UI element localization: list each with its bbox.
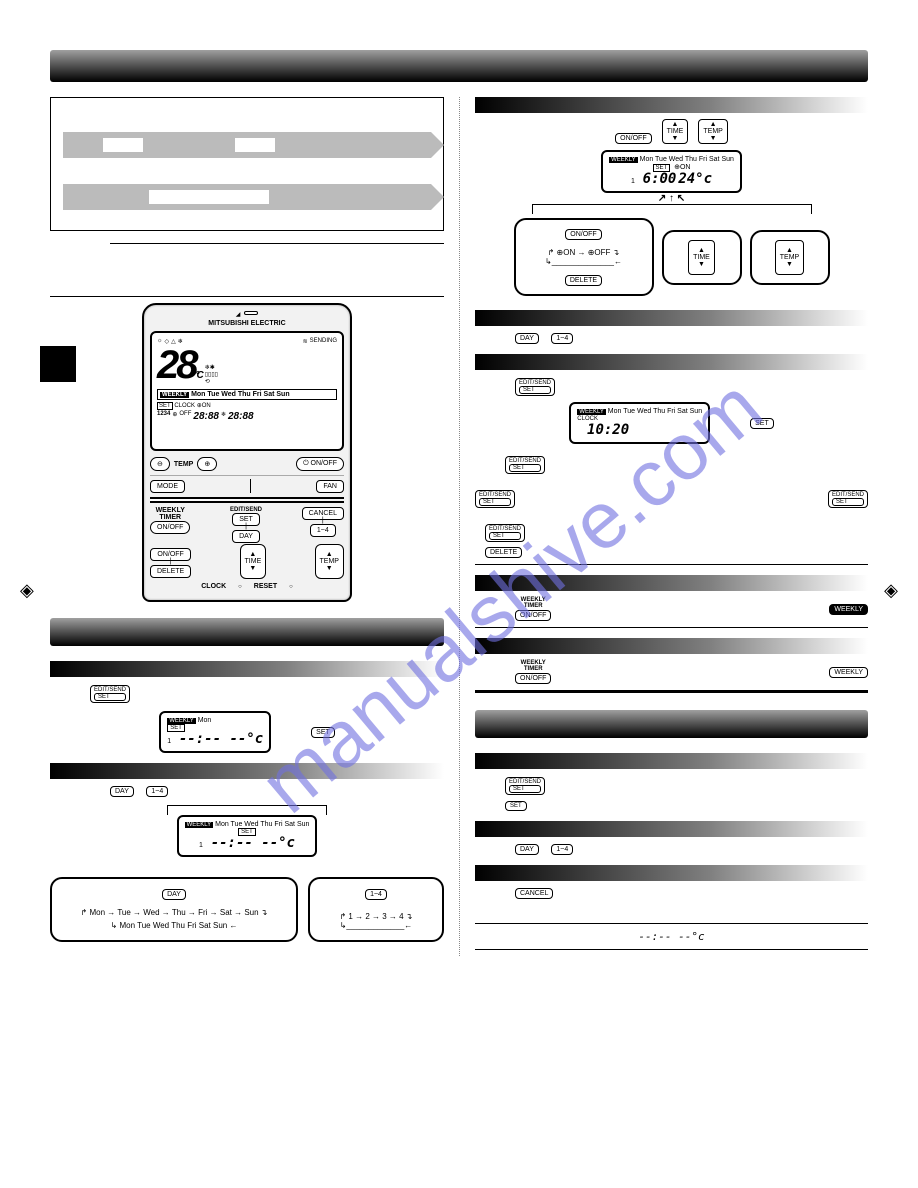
1to4-button[interactable]: 1~4 [310,524,336,537]
intro-box [50,97,444,231]
mode-button[interactable]: MODE [150,480,185,493]
weekly-on-badge: WEEKLY [829,604,868,615]
weekly-badge: WEEKLY [160,392,189,398]
weekly-on-btn[interactable]: ON/OFF [515,610,551,621]
weekly-off-btn[interactable]: ON/OFF [515,673,551,684]
confirm-step2 [475,821,868,837]
left-column: ◢ MITSUBISHI ELECTRIC ☼◇△❄≋SENDING 28°C … [50,97,459,956]
1to4-loop-box: 1~4 ↱ 1 → 2 → 3 → 4 ↴ ↳_____________← [308,877,444,942]
arrow-band-1 [63,132,431,158]
1to4-btn-2[interactable]: 1~4 [146,786,168,797]
right-column: ON/OFF ▲TIME▼ ▲TEMP▼ WEEKLY Mon Tue Wed … [459,97,868,956]
edit-send-btn-1[interactable]: EDIT/SENDSET [90,685,130,703]
day-loop-box: DAY ↱ Mon → Tue → Wed → Thu → Fri → Sat … [50,877,298,942]
day-button[interactable]: DAY [232,530,260,543]
step2-head [50,763,444,779]
note3-delete: DELETE [485,547,522,558]
weekly-off-badge: WEEKLY [829,667,868,678]
display-step1: WEEKLY Mon SET 1 --:-- --°c [159,711,271,753]
temp-button[interactable]: ▲TEMP▼ [315,544,344,579]
onoff-panel: ON/OFF ↱ ⊕ON → ⊕OFF ↴ ↳______________← D… [514,218,654,296]
fan-button[interactable]: FAN [316,480,344,493]
blank-display: --:-- --°c [638,930,704,943]
note2-btn-r: EDIT/SENDSET [828,490,868,508]
confirm-cancel-btn[interactable]: CANCEL [515,888,553,899]
onoff-btn-3[interactable]: ON/OFF [615,133,651,144]
time-button[interactable]: ▲TIME▼ [240,544,267,579]
step5-head [475,354,868,370]
crop-mark-left: ◈ [20,580,34,601]
time-btn-3[interactable]: ▲TIME▼ [662,119,689,144]
set-section-bar [50,618,444,646]
confirm-1to4-btn[interactable]: 1~4 [551,844,573,855]
temp-panel: ▲TEMP▼ [750,230,830,285]
weekly-timer-label: WEEKLY TIMER [150,507,190,521]
arrow-band-2 [63,184,431,210]
brand-logo: MITSUBISHI ELECTRIC [150,320,344,327]
note2-btn-l: EDIT/SENDSET [475,490,515,508]
temp-minus-button[interactable]: ⊖ [150,457,170,471]
temp-btn-3[interactable]: ▲TEMP▼ [698,119,727,144]
set-indicator-1: SET [311,727,335,738]
display-step5: WEEKLY Mon Tue Wed Thu Fri Sat Sun CLOCK… [569,402,710,444]
programs-display: 1234 [157,411,170,422]
crop-mark-right: ◈ [884,580,898,601]
confirm-set-badge: SET [505,801,527,811]
display-step3: WEEKLY Mon Tue Wed Thu Fri Sat Sun SET ⊕… [601,150,742,193]
day-btn-2[interactable]: DAY [110,786,134,797]
confirm-step3 [475,865,868,881]
on-head [475,575,868,591]
confirm-section-bar [475,710,868,738]
days-display: Mon Tue Wed Thu Fri Sat Sun [191,391,290,398]
confirm-step1 [475,753,868,769]
weekly-onoff-button[interactable]: ON/OFF [150,521,190,534]
step3-head [475,97,868,113]
temp-unit: °C [196,370,201,381]
1to4-btn-4[interactable]: 1~4 [551,333,573,344]
off-head [475,638,868,654]
delete-button[interactable]: DELETE [150,565,191,578]
sending-label: SENDING [310,338,337,345]
confirm-edit-btn[interactable]: EDIT/SENDSET [505,777,545,795]
display-step2: WEEKLY Mon Tue Wed Thu Fri Sat Sun SET 1… [177,815,318,857]
day-btn-4[interactable]: DAY [515,333,539,344]
note1-btn: EDIT/SENDSET [505,456,545,474]
torn-divider [150,497,344,503]
temp-plus-button[interactable]: ⊕ [197,457,217,471]
edit-send-btn-5[interactable]: EDIT/SENDSET [515,378,555,396]
remote-control-diagram: ◢ MITSUBISHI ELECTRIC ☼◇△❄≋SENDING 28°C … [142,303,352,602]
time-panel: ▲TIME▼ [662,230,742,285]
step4-head [475,310,868,326]
main-section-bar [50,50,868,82]
step1-head [50,661,444,677]
set-indicator-5: SET [750,418,774,429]
note3-btn: EDIT/SENDSET [485,524,525,542]
temp-display: 28 [157,343,196,387]
power-button[interactable]: ⏻ ON/OFF [296,457,344,471]
confirm-day-btn[interactable]: DAY [515,844,539,855]
